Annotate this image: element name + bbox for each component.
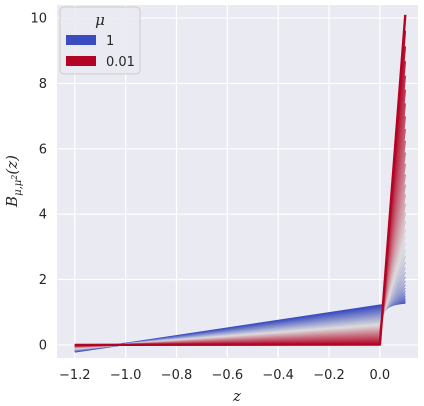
x-tick-label: 0.0 (370, 368, 391, 383)
y-tick-label: 2 (39, 273, 47, 288)
legend-label-mu-0.01: 0.01 (106, 55, 135, 70)
legend-swatch-mu-1 (66, 35, 96, 45)
x-tick-labels: −1.2 −1.0 −0.8 −0.6 −0.4 −0.2 0.0 (59, 368, 390, 383)
x-tick-label: −0.4 (262, 368, 294, 383)
series-line (74, 14, 407, 347)
y-tick-labels: 0 2 4 6 8 10 (30, 12, 47, 354)
legend-title: μ (95, 11, 105, 29)
x-tick-label: −0.2 (313, 368, 345, 383)
y-tick-label: 4 (39, 208, 47, 223)
legend-swatch-mu-0.01 (66, 56, 96, 66)
y-tick-label: 0 (39, 338, 47, 353)
x-tick-label: −1.0 (110, 368, 142, 383)
y-tick-label: 6 (39, 142, 47, 157)
x-tick-label: −0.8 (161, 368, 193, 383)
legend: μ 1 0.01 (59, 6, 141, 75)
x-tick-label: −0.6 (212, 368, 244, 383)
x-axis-label: z (232, 387, 241, 405)
legend-label-mu-1: 1 (106, 34, 114, 49)
y-tick-label: 10 (30, 12, 47, 27)
y-axis-label: Bμ,μ2(z) (3, 155, 24, 208)
series-group (74, 14, 407, 353)
y-tick-label: 8 (39, 77, 47, 92)
x-tick-label: −1.2 (59, 368, 91, 383)
